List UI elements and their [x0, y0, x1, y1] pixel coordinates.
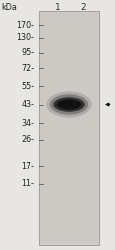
Text: 130-: 130- — [16, 34, 34, 42]
Text: 170-: 170- — [16, 20, 34, 30]
Bar — [40, 13, 97, 242]
Ellipse shape — [49, 94, 87, 115]
Text: 43-: 43- — [21, 100, 34, 109]
Bar — [39, 10, 98, 244]
Text: 1: 1 — [55, 2, 60, 12]
Text: kDa: kDa — [1, 2, 17, 12]
Text: 26-: 26- — [21, 135, 34, 144]
Text: 72-: 72- — [21, 64, 34, 73]
Text: 55-: 55- — [21, 82, 34, 91]
Text: 11-: 11- — [21, 179, 34, 188]
Text: 2: 2 — [80, 2, 86, 12]
Ellipse shape — [46, 92, 91, 118]
Text: 95-: 95- — [21, 48, 34, 57]
Text: 17-: 17- — [21, 162, 34, 171]
Text: 34-: 34- — [21, 118, 34, 128]
Ellipse shape — [53, 97, 84, 112]
Ellipse shape — [56, 100, 80, 110]
